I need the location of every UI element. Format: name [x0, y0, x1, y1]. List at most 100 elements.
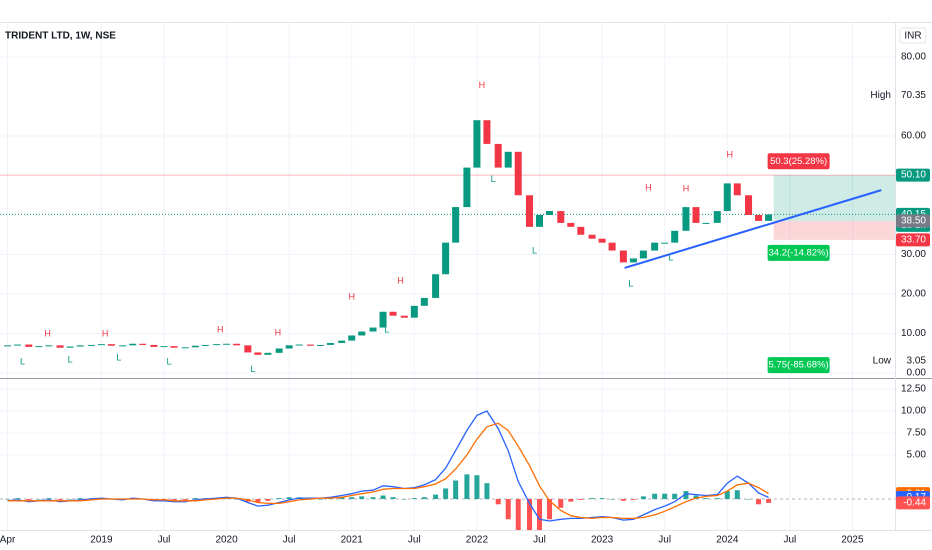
candle [14, 344, 22, 346]
macd-line [7, 410, 769, 522]
histogram-bar [421, 497, 427, 500]
pivot-label: H [479, 80, 486, 90]
histogram-bar [276, 498, 282, 500]
candle [557, 211, 565, 223]
pivot-label: H [275, 327, 282, 337]
candle [139, 343, 147, 345]
pivot-label: L [250, 364, 255, 374]
histogram-bar [734, 490, 740, 500]
candle [181, 347, 189, 349]
candle [326, 342, 334, 345]
candle [588, 234, 596, 239]
candle [432, 274, 440, 298]
candle [661, 242, 669, 244]
candle [514, 151, 522, 196]
axes: Apr 2019 Jul 2020 Jul 2021 Jul 2022 Jul 2023 Jul 20… [0, 52, 930, 546]
entry-tag-box [896, 214, 930, 228]
candle [150, 344, 158, 347]
x-tick-label: 2025 [841, 535, 864, 546]
candle [160, 346, 168, 348]
candle [702, 222, 710, 224]
histogram-bar [703, 498, 709, 500]
y-tick-label: 7.50 [907, 428, 927, 439]
candle [483, 120, 491, 144]
x-tick-label: Apr [0, 535, 16, 546]
candle [201, 344, 209, 346]
histogram-bar [433, 494, 439, 500]
candle [463, 167, 471, 208]
candle [223, 343, 231, 345]
currency-button[interactable] [899, 27, 927, 44]
pivot-label: L [116, 352, 121, 362]
histogram-bar [558, 499, 564, 508]
pivot-label: L [384, 324, 389, 334]
histogram-bar [640, 496, 646, 500]
x-tick-label: Jul [533, 535, 546, 546]
candle [119, 345, 127, 347]
low-tag-value: 3.05 [907, 356, 927, 367]
candle [765, 214, 773, 221]
histogram-bar [380, 495, 386, 500]
y-tick-label: 12.50 [901, 384, 926, 395]
position-label-box [767, 153, 830, 170]
candle [504, 151, 512, 168]
candle [577, 226, 585, 235]
histogram-bar [714, 498, 720, 500]
pivot-label: H [683, 183, 690, 193]
candle [598, 238, 606, 243]
x-tick-label: 2024 [716, 535, 739, 546]
histogram-bar [652, 493, 658, 500]
y-tick-label: 80.00 [901, 52, 926, 63]
histogram-bar [756, 499, 762, 505]
histogram-bar [453, 480, 459, 500]
candle [45, 345, 53, 347]
symbol-title: TRIDENT LTD, 1W, NSE [5, 31, 116, 42]
candle [442, 242, 450, 275]
position-label-box [767, 244, 830, 261]
pivot-label: H [102, 328, 109, 338]
y-tick-label: 60.00 [901, 131, 926, 142]
low-tag-label: Low [873, 356, 892, 367]
candle [97, 344, 105, 346]
candle [473, 120, 481, 168]
candle [546, 211, 554, 215]
x-tick-label: 2021 [341, 535, 364, 546]
x-tick-label: 2019 [90, 535, 113, 546]
histogram-bar [609, 499, 615, 500]
candle [639, 250, 647, 259]
histogram-bar [724, 491, 730, 500]
histogram-bar [683, 491, 689, 500]
histogram-bar [515, 499, 521, 530]
histogram-bar [67, 499, 73, 500]
candle [76, 345, 84, 347]
pivot-label: H [397, 275, 404, 285]
pivot-label: L [532, 245, 537, 255]
candle [264, 352, 272, 355]
candle [285, 345, 293, 349]
candle [494, 143, 502, 168]
histogram-bar [464, 474, 470, 500]
candle [755, 214, 763, 221]
x-tick-label: 2020 [215, 535, 238, 546]
candle [306, 344, 314, 346]
currency-label[interactable]: INR [904, 31, 921, 42]
candle [723, 183, 731, 212]
x-tick-label: Jul [283, 535, 296, 546]
position-profit-zone [773, 175, 895, 221]
pivot-label: L [20, 356, 25, 366]
histogram-bar [192, 498, 198, 500]
histogram-bar [443, 488, 449, 500]
histogram-bar [474, 475, 480, 500]
candle [107, 344, 115, 346]
candle [369, 327, 377, 332]
candle [745, 195, 753, 215]
candle [129, 343, 137, 346]
candle [170, 346, 178, 348]
x-tick-label: 2022 [466, 535, 489, 546]
histogram-bar [46, 498, 52, 500]
candle [682, 207, 690, 231]
histogram-bar [171, 499, 177, 500]
pivot-label: H [645, 183, 652, 193]
macd-pane [0, 379, 895, 530]
